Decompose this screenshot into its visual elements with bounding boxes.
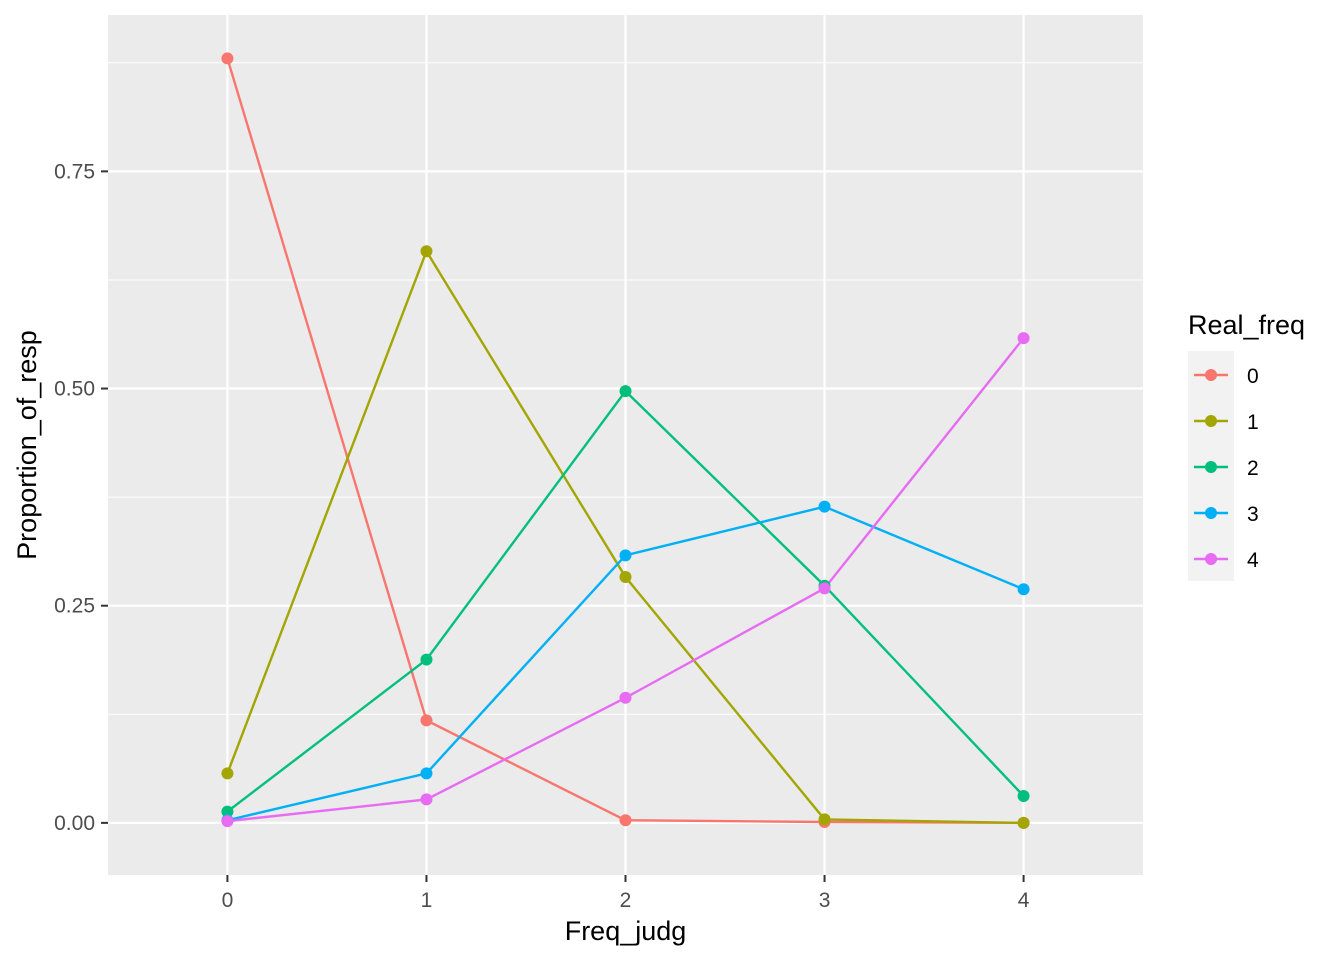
- data-point-0: [221, 52, 234, 65]
- data-point-4: [818, 582, 831, 595]
- x-tick-label: 4: [1018, 889, 1030, 912]
- x-tick-label: 2: [620, 889, 632, 912]
- y-tick-label: 0.50: [54, 378, 95, 401]
- legend-title: Real_freq: [1188, 310, 1305, 340]
- data-point-0: [420, 714, 433, 727]
- data-point-2: [221, 805, 234, 818]
- legend-key-point-0: [1205, 369, 1217, 381]
- y-axis: 0.00 0.25 0.50 0.75: [54, 160, 108, 835]
- x-tick-label: 3: [819, 889, 831, 912]
- data-point-2: [619, 385, 632, 398]
- data-point-4: [420, 793, 433, 806]
- y-axis-label: Proportion_of_resp: [12, 330, 42, 560]
- data-point-3: [619, 549, 632, 562]
- y-tick-label: 0.25: [54, 595, 95, 618]
- data-point-1: [221, 767, 234, 780]
- legend-key-point-3: [1205, 507, 1217, 519]
- data-point-1: [818, 813, 831, 826]
- data-point-4: [221, 815, 234, 828]
- legend-key-point-2: [1205, 461, 1217, 473]
- y-tick-label: 0.75: [54, 160, 95, 183]
- data-point-3: [420, 767, 433, 780]
- legend-key-point-4: [1205, 553, 1217, 565]
- legend-label-0: 0: [1247, 365, 1259, 388]
- legend-label-2: 2: [1247, 457, 1259, 480]
- data-point-4: [1017, 332, 1030, 345]
- data-point-3: [818, 500, 831, 513]
- data-point-1: [1017, 816, 1030, 829]
- x-axis: 0 1 2 3 4: [222, 875, 1030, 912]
- y-tick-label: 0.00: [54, 812, 95, 835]
- legend-label-4: 4: [1247, 549, 1259, 572]
- legend-key-point-1: [1205, 415, 1217, 427]
- x-tick-label: 1: [421, 889, 433, 912]
- legend-items: 0 1 2 3 4: [1194, 365, 1259, 572]
- data-point-2: [1017, 789, 1030, 802]
- legend-label-3: 3: [1247, 503, 1259, 526]
- data-point-1: [420, 245, 433, 258]
- major-gridlines: [108, 15, 1143, 875]
- x-axis-label: Freq_judg: [565, 916, 687, 946]
- data-point-4: [619, 691, 632, 704]
- data-point-2: [420, 653, 433, 666]
- legend: Real_freq 0 1 2 3 4: [1188, 310, 1305, 581]
- legend-label-1: 1: [1247, 411, 1259, 434]
- x-tick-label: 0: [222, 889, 234, 912]
- series-layer: [221, 52, 1030, 829]
- data-point-0: [619, 814, 632, 827]
- data-point-1: [619, 571, 632, 584]
- data-point-3: [1017, 583, 1030, 596]
